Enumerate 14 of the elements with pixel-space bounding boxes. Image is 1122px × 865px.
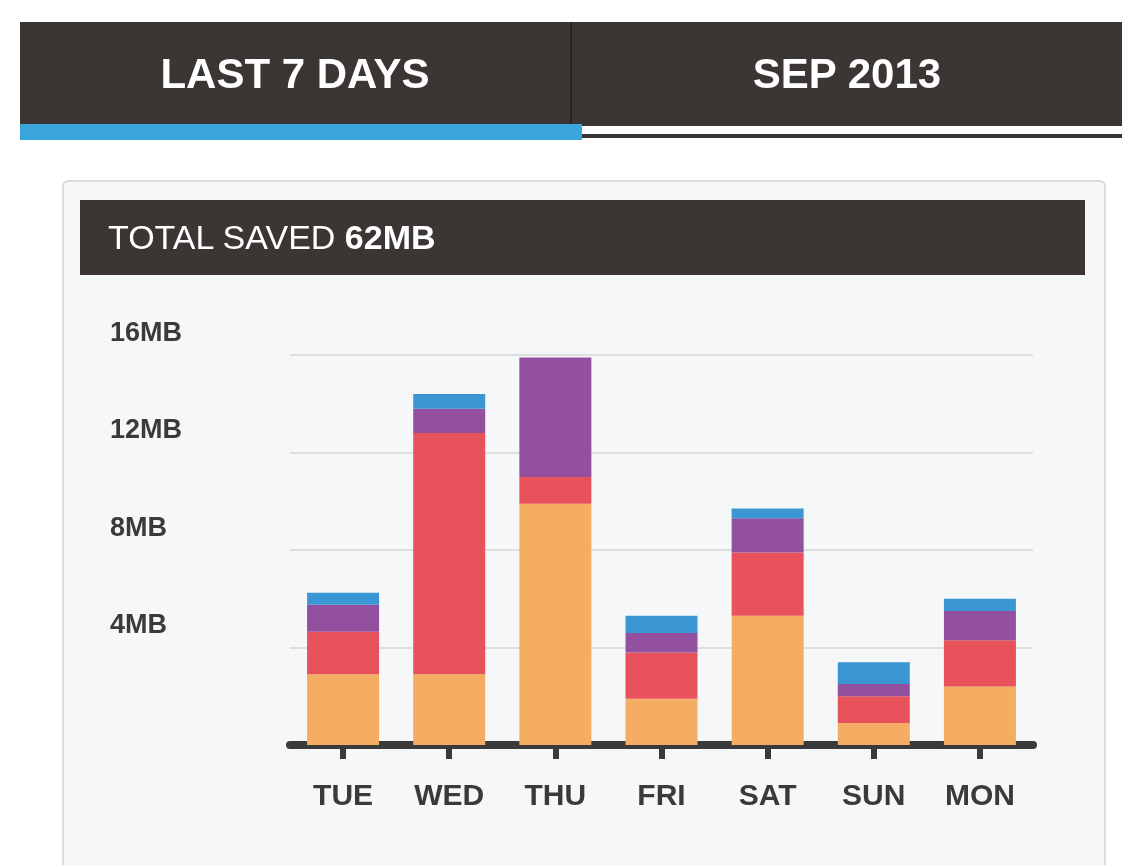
y-tick-label: 16MB — [110, 316, 183, 347]
x-tick-label: WED — [414, 777, 485, 811]
x-tick-label: FRI — [637, 777, 686, 811]
x-tick-label: SAT — [738, 777, 797, 811]
text: LAST 7 DAYS — [20, 22, 572, 126]
chart-title: TOTAL SAVED 62MB — [108, 218, 436, 257]
x-tick-label: TUE — [313, 777, 374, 811]
x-tick-label: THU — [524, 777, 587, 811]
x-tick-label: MON — [944, 777, 1015, 811]
text: SEP 2013 — [751, 49, 943, 99]
y-tick-label: 12MB — [110, 414, 183, 444]
y-tick-label: 4MB — [110, 609, 168, 639]
y-tick-label: 8MB — [110, 511, 168, 542]
x-tick-label: SUN — [842, 777, 906, 811]
